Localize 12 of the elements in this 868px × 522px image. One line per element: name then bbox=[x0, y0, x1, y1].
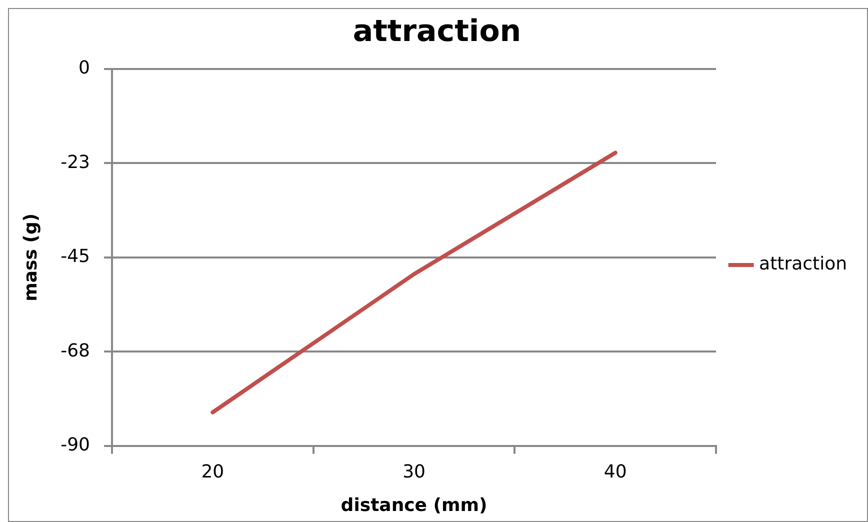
y-tick-label: -23 bbox=[60, 152, 90, 173]
x-tick-label: 30 bbox=[402, 461, 426, 482]
x-axis-title: distance (mm) bbox=[340, 494, 488, 516]
y-axis-title: mass (g) bbox=[20, 213, 42, 302]
y-tick-label: 0 bbox=[78, 58, 90, 79]
x-tick-label: 20 bbox=[201, 461, 224, 482]
legend-label: attraction bbox=[759, 254, 847, 275]
y-tick-label: -68 bbox=[60, 340, 90, 362]
y-tick-label: -45 bbox=[60, 246, 90, 268]
x-tick-label: 40 bbox=[604, 461, 627, 482]
chart-title: attraction bbox=[352, 14, 522, 49]
y-tick-label: -90 bbox=[60, 434, 90, 456]
